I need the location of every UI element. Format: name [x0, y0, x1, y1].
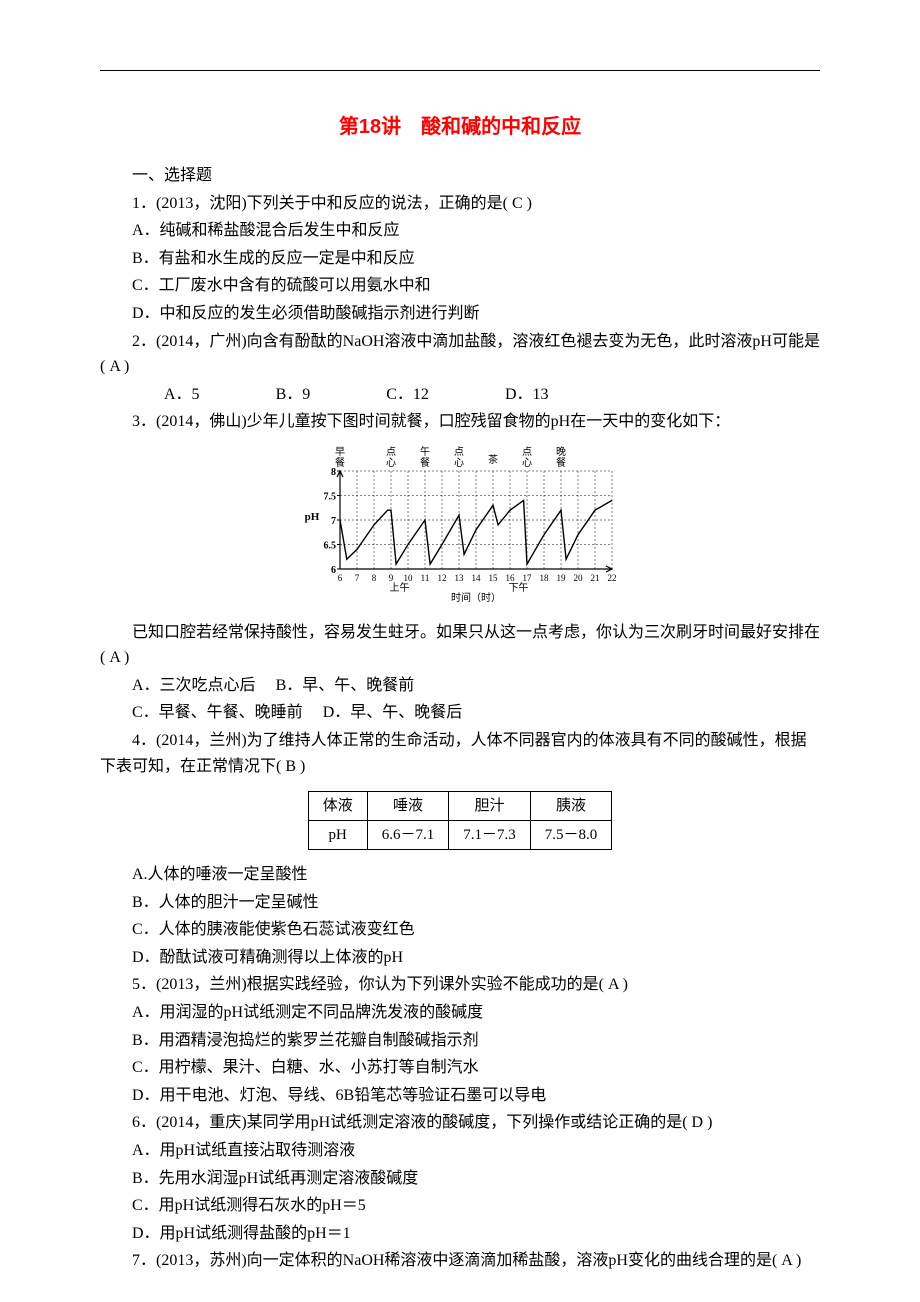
- svg-text:9: 9: [389, 573, 394, 583]
- q6-option-d: D．用pH试纸测得盐酸的pH＝1: [100, 1221, 820, 1247]
- svg-text:20: 20: [574, 573, 584, 583]
- section-heading: 一、选择题: [100, 163, 820, 189]
- svg-text:餐: 餐: [420, 456, 430, 469]
- svg-text:6.5: 6.5: [324, 540, 337, 551]
- q1-option-b: B．有盐和水生成的反应一定是中和反应: [100, 246, 820, 272]
- q7-stem-text: 7．(2013，苏州)向一定体积的NaOH稀溶液中逐滴滴加稀盐酸，溶液pH变化的…: [132, 1252, 801, 1269]
- q3-option-a: A．三次吃点心后: [132, 677, 256, 694]
- svg-text:时间（时）: 时间（时）: [451, 591, 501, 603]
- top-divider: [100, 70, 820, 71]
- svg-text:午: 午: [420, 445, 430, 458]
- q3-options-ab: A．三次吃点心后 B．早、午、晚餐前: [100, 673, 820, 699]
- q6-option-c: C．用pH试纸测得石灰水的pH＝5: [100, 1193, 820, 1219]
- svg-text:22: 22: [608, 573, 617, 583]
- ph-line-chart: 66.577.58678910111213141516171819202122上…: [300, 443, 620, 603]
- q3-option-d: D．早、午、晚餐后: [323, 704, 463, 721]
- svg-text:19: 19: [557, 573, 567, 583]
- svg-text:17: 17: [523, 573, 533, 583]
- q5-stem: 5．(2013，兰州)根据实践经验，你认为下列课外实验不能成功的是( A ): [100, 972, 820, 998]
- svg-text:心: 心: [522, 457, 532, 469]
- q4-stem: 4．(2014，兰州)为了维持人体正常的生命活动，人体不同器官内的体液具有不同的…: [100, 728, 820, 779]
- svg-text:餐: 餐: [335, 456, 345, 469]
- q2-option-d: D．13: [473, 382, 549, 408]
- q3-option-b: B．早、午、晚餐前: [276, 677, 415, 694]
- q4-option-d: D．酚酞试液可精确测得以上体液的pH: [100, 945, 820, 971]
- q3-options-cd: C．早餐、午餐、晚睡前 D．早、午、晚餐后: [100, 700, 820, 726]
- q3-stem: 3．(2014，佛山)少年儿童按下图时间就餐，口腔残留食物的pH在一天中的变化如…: [100, 409, 820, 435]
- q2-option-b: B．9: [244, 382, 311, 408]
- table-row: pH 6.6－7.1 7.1－7.3 7.5－8.0: [308, 821, 612, 850]
- q4-table: 体液 唾液 胆汁 胰液 pH 6.6－7.1 7.1－7.3 7.5－8.0: [308, 791, 613, 850]
- q6-option-b: B．先用水润湿pH试纸再测定溶液酸碱度: [100, 1166, 820, 1192]
- q2-option-c: C．12: [354, 382, 429, 408]
- svg-text:上午: 上午: [390, 581, 410, 594]
- q5-option-a: A．用润湿的pH试纸测定不同品牌洗发液的酸碱度: [100, 1000, 820, 1026]
- q4-option-a: A.人体的唾液一定呈酸性: [100, 862, 820, 888]
- svg-text:下午: 下午: [509, 581, 529, 594]
- th-2: 胆汁: [449, 792, 531, 821]
- q5-option-b: B．用酒精浸泡捣烂的紫罗兰花瓣自制酸碱指示剂: [100, 1028, 820, 1054]
- svg-text:茶: 茶: [488, 453, 498, 466]
- q6-option-a: A．用pH试纸直接沾取待测溶液: [100, 1138, 820, 1164]
- q5-option-c: C．用柠檬、果汁、白糖、水、小苏打等自制汽水: [100, 1055, 820, 1081]
- td-2: 7.1－7.3: [449, 821, 531, 850]
- svg-text:14: 14: [472, 573, 482, 583]
- td-0: pH: [308, 821, 367, 850]
- svg-text:点: 点: [522, 446, 532, 458]
- svg-text:16: 16: [506, 573, 516, 583]
- q2-stem: 2．(2014，广州)向含有酚酞的NaOH溶液中滴加盐酸，溶液红色褪去变为无色，…: [100, 329, 820, 380]
- svg-text:6: 6: [338, 573, 343, 583]
- svg-text:15: 15: [489, 573, 499, 583]
- svg-text:心: 心: [454, 457, 464, 469]
- svg-text:10: 10: [404, 573, 414, 583]
- svg-text:7: 7: [355, 573, 360, 583]
- q3-after-text: 已知口腔若经常保持酸性，容易发生蛀牙。如果只从这一点考虑，你认为三次刷牙时间最好…: [100, 624, 820, 667]
- svg-text:餐: 餐: [556, 456, 566, 469]
- svg-text:早: 早: [335, 446, 345, 458]
- svg-text:6: 6: [331, 565, 336, 576]
- q2-options: A．5 B．9 C．12 D．13: [100, 382, 820, 408]
- q6-stem: 6．(2014，重庆)某同学用pH试纸测定溶液的酸碱度，下列操作或结论正确的是(…: [100, 1110, 820, 1136]
- q3-option-c: C．早餐、午餐、晚睡前: [132, 704, 303, 721]
- th-1: 唾液: [367, 792, 449, 821]
- svg-text:pH: pH: [305, 511, 320, 523]
- q3-chart-wrap: 66.577.58678910111213141516171819202122上…: [100, 443, 820, 612]
- q4-option-b: B．人体的胆汁一定呈碱性: [100, 890, 820, 916]
- lesson-title: 第18讲 酸和碱的中和反应: [100, 111, 820, 143]
- svg-text:晚: 晚: [556, 446, 566, 458]
- svg-text:点: 点: [386, 446, 396, 458]
- td-1: 6.6－7.1: [367, 821, 449, 850]
- q3-chart: 66.577.58678910111213141516171819202122上…: [300, 443, 620, 612]
- svg-text:18: 18: [540, 573, 550, 583]
- q4-stem-text: 4．(2014，兰州)为了维持人体正常的生命活动，人体不同器官内的体液具有不同的…: [100, 732, 807, 775]
- q3-after: 已知口腔若经常保持酸性，容易发生蛀牙。如果只从这一点考虑，你认为三次刷牙时间最好…: [100, 620, 820, 671]
- q4-table-wrap: 体液 唾液 胆汁 胰液 pH 6.6－7.1 7.1－7.3 7.5－8.0: [100, 791, 820, 850]
- svg-text:13: 13: [455, 573, 465, 583]
- svg-text:21: 21: [591, 573, 600, 583]
- q7-stem: 7．(2013，苏州)向一定体积的NaOH稀溶液中逐滴滴加稀盐酸，溶液pH变化的…: [100, 1248, 820, 1274]
- q5-option-d: D．用干电池、灯泡、导线、6B铅笔芯等验证石墨可以导电: [100, 1083, 820, 1109]
- q1-option-a: A．纯碱和稀盐酸混合后发生中和反应: [100, 218, 820, 244]
- th-3: 胰液: [530, 792, 612, 821]
- q1-option-c: C．工厂废水中含有的硫酸可以用氨水中和: [100, 273, 820, 299]
- q1-option-d: D．中和反应的发生必须借助酸碱指示剂进行判断: [100, 301, 820, 327]
- svg-text:12: 12: [438, 573, 447, 583]
- svg-text:11: 11: [421, 573, 430, 583]
- svg-text:7.5: 7.5: [324, 491, 337, 502]
- table-row: 体液 唾液 胆汁 胰液: [308, 792, 612, 821]
- svg-text:8: 8: [372, 573, 377, 583]
- svg-text:点: 点: [454, 446, 464, 458]
- svg-text:心: 心: [386, 457, 396, 469]
- th-0: 体液: [308, 792, 367, 821]
- svg-text:7: 7: [331, 516, 336, 527]
- q4-option-c: C．人体的胰液能使紫色石蕊试液变红色: [100, 917, 820, 943]
- td-3: 7.5－8.0: [530, 821, 612, 850]
- q2-option-a: A．5: [132, 382, 200, 408]
- q1-stem: 1．(2013，沈阳)下列关于中和反应的说法，正确的是( C ): [100, 191, 820, 217]
- q2-stem-text: 2．(2014，广州)向含有酚酞的NaOH溶液中滴加盐酸，溶液红色褪去变为无色，…: [100, 333, 820, 376]
